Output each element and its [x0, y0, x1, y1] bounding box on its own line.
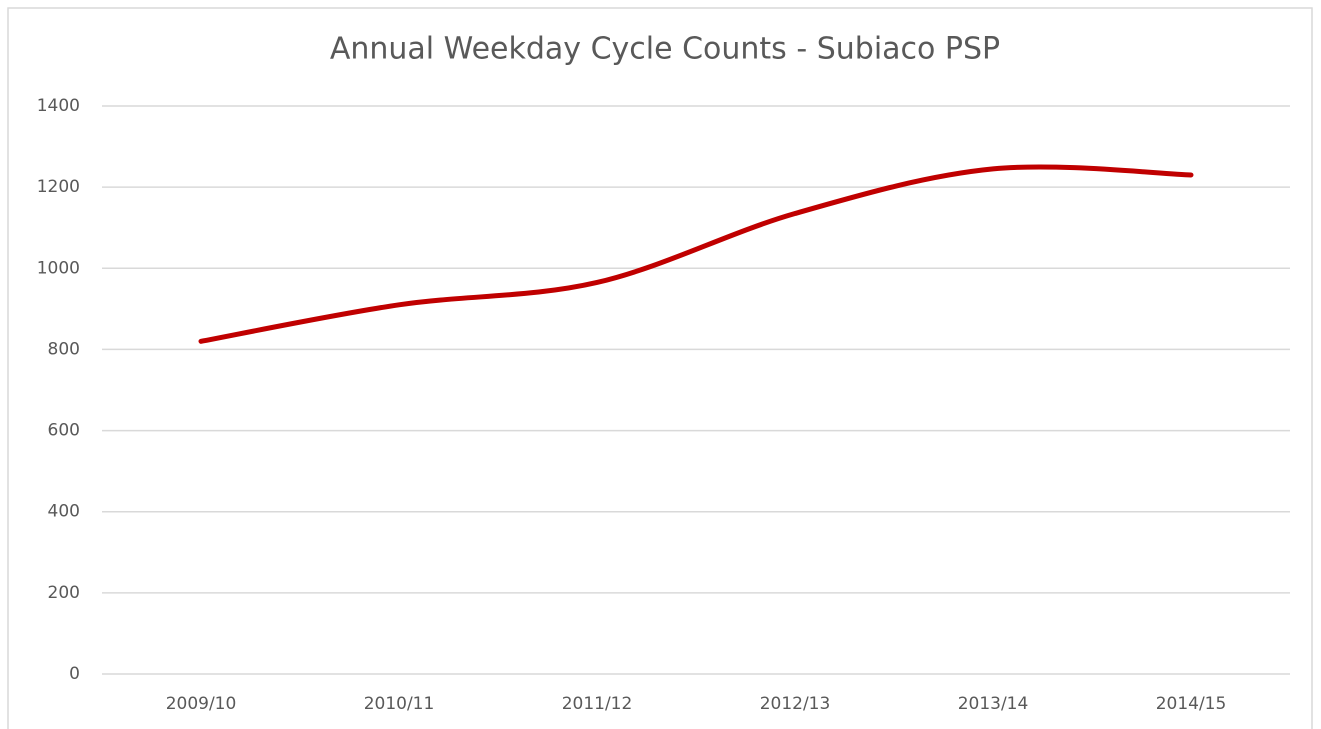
y-tick-label: 600 [48, 421, 80, 441]
x-tick-label: 2013/14 [958, 694, 1029, 714]
x-tick-label: 2014/15 [1156, 694, 1227, 714]
x-tick-label: 2009/10 [166, 694, 237, 714]
x-tick-label: 2010/11 [364, 694, 435, 714]
y-tick-label: 1200 [37, 177, 80, 197]
line-series [198, 164, 1194, 344]
y-tick-label: 800 [48, 339, 80, 359]
y-tick-label: 400 [48, 502, 80, 522]
y-tick-label: 0 [69, 664, 80, 684]
x-tick-label: 2012/13 [760, 694, 831, 714]
y-tick-label: 1400 [37, 96, 80, 116]
y-tick-label: 1000 [37, 258, 80, 278]
chart-frame [7, 7, 1313, 729]
chart-title: Annual Weekday Cycle Counts - Subiaco PS… [330, 32, 1000, 67]
x-tick-label: 2011/12 [562, 694, 633, 714]
y-tick-label: 200 [48, 583, 80, 603]
